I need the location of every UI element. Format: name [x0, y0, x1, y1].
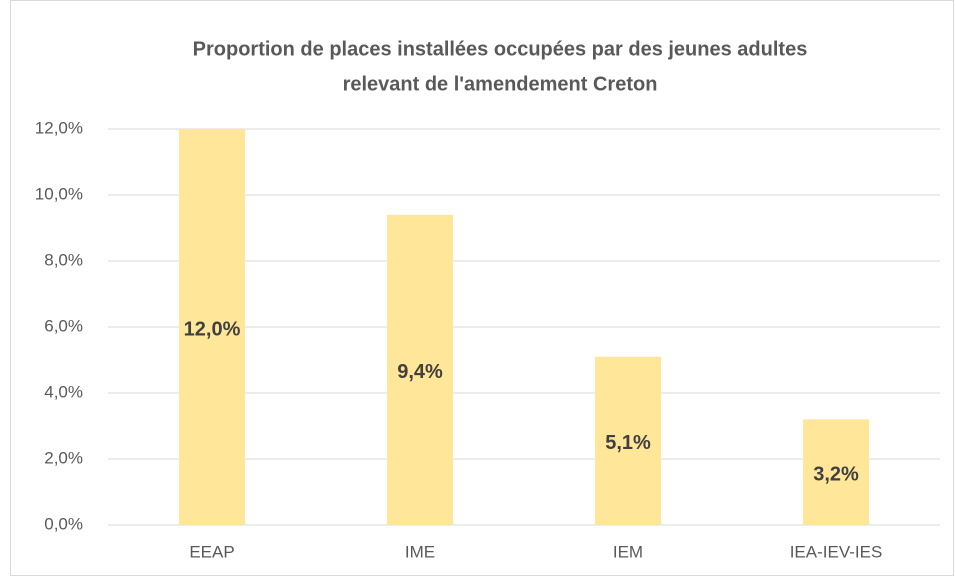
- chart-border: [10, 0, 954, 576]
- value-label: 12,0%: [184, 318, 241, 340]
- x-tick-label: IME: [405, 542, 435, 561]
- y-tick-label: 0,0%: [44, 514, 83, 533]
- y-tick-label: 4,0%: [44, 382, 83, 401]
- chart-title: relevant de l'amendement Creton: [343, 73, 658, 95]
- x-tick-label: IEA-IEV-IES: [790, 542, 883, 561]
- y-tick-label: 10,0%: [35, 184, 83, 203]
- x-tick-label: IEM: [613, 542, 643, 561]
- bar: [179, 129, 245, 525]
- value-label: 5,1%: [605, 432, 651, 454]
- y-tick-label: 12,0%: [35, 118, 83, 137]
- chart-title: Proportion de places installées occupées…: [193, 38, 808, 60]
- bar: [803, 419, 869, 525]
- bar: [595, 356, 661, 525]
- value-label: 9,4%: [397, 361, 443, 383]
- bar: [387, 214, 453, 526]
- y-tick-label: 6,0%: [44, 316, 83, 335]
- y-tick-label: 2,0%: [44, 448, 83, 467]
- value-label: 3,2%: [813, 463, 859, 485]
- y-tick-label: 8,0%: [44, 250, 83, 269]
- x-tick-label: EEAP: [189, 542, 234, 561]
